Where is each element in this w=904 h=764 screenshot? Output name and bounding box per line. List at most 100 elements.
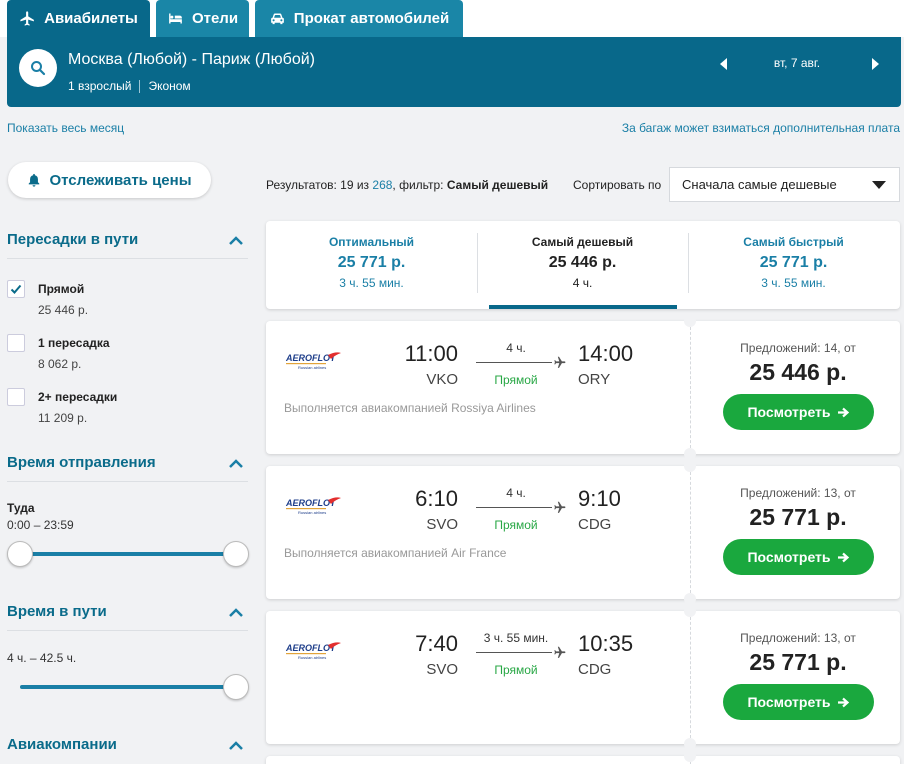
divider	[477, 233, 478, 293]
previous-date-icon[interactable]	[718, 57, 730, 71]
svg-text:Russian airlines: Russian airlines	[298, 655, 326, 660]
plane-icon	[20, 11, 34, 26]
stops-option-price: 25 446 р.	[38, 303, 89, 317]
sort-tab-name: Самый быстрый	[743, 235, 844, 249]
departure-time: 7:40	[415, 631, 458, 656]
tab-flights[interactable]: Авиабилеты	[7, 0, 150, 37]
arrow-right-icon	[837, 552, 849, 562]
car-icon	[270, 13, 284, 25]
divider	[690, 327, 691, 448]
view-deal-button[interactable]: Посмотреть	[723, 394, 874, 430]
chevron-up-icon[interactable]	[228, 459, 244, 469]
departure-time-title[interactable]: Время отправления	[7, 454, 156, 471]
departure-range-text: 0:00 – 23:59	[7, 518, 74, 532]
view-deal-label: Посмотреть	[747, 694, 831, 710]
flight-result-card[interactable]: AEROFLOT Russian airlines 7:40 SVO 3 ч. 5…	[266, 605, 900, 750]
product-tabs: Авиабилеты Отели Прокат автомобилей	[0, 0, 904, 37]
divider	[7, 258, 248, 259]
baggage-fee-link[interactable]: За багаж может взиматься дополнительная …	[621, 121, 900, 135]
card-notch	[684, 593, 696, 605]
view-deal-button[interactable]: Посмотреть	[723, 539, 874, 575]
tab-hotels-label: Отели	[191, 10, 239, 27]
card-notch	[684, 448, 696, 460]
sort-tabs: Оптимальный 25 771 р. 3 ч. 55 мин. Самый…	[266, 221, 900, 309]
sort-tab-duration: 3 ч. 55 мин.	[761, 276, 826, 290]
stops-option-label[interactable]: Прямой	[38, 282, 85, 296]
direction-label: Туда	[7, 501, 35, 515]
card-notch	[684, 750, 696, 762]
svg-text:Russian airlines: Russian airlines	[298, 365, 326, 370]
divider	[7, 630, 248, 631]
track-prices-button[interactable]: Отслеживать цены	[8, 162, 211, 198]
view-deal-button[interactable]: Посмотреть	[723, 684, 874, 720]
checkmark-icon	[10, 284, 22, 294]
sort-tab-price: 25 771 р.	[337, 254, 406, 271]
stops-option-label[interactable]: 2+ пересадки	[38, 390, 118, 404]
arrival-airport: CDG	[578, 516, 612, 533]
results-count: Результатов: 19 из 268, фильтр: Самый де…	[266, 178, 548, 192]
sort-tab-duration: 3 ч. 55 мин.	[339, 276, 404, 290]
sort-tab-fastest[interactable]: Самый быстрый 25 771 р. 3 ч. 55 мин.	[688, 221, 899, 309]
operator-text: Выполняется авиакомпанией Rossiya Airlin…	[284, 401, 536, 415]
stops-direct-checkbox[interactable]	[7, 280, 25, 298]
stops-filter-title[interactable]: Пересадки в пути	[7, 231, 139, 248]
aeroflot-logo: AEROFLOT Russian airlines	[285, 642, 341, 660]
next-date-icon[interactable]	[869, 57, 881, 71]
departure-slider-min-handle[interactable]	[7, 541, 33, 567]
departure-date[interactable]: вт, 7 авг.	[773, 56, 821, 70]
departure-airport: SVO	[426, 661, 458, 678]
flight-result-card[interactable]	[266, 750, 900, 764]
plane-icon	[554, 356, 566, 368]
tab-hotels[interactable]: Отели	[156, 0, 249, 37]
flight-result-card[interactable]: AEROFLOT Russian airlines 6:10 SVO 4 ч. П…	[266, 460, 900, 605]
airlines-title[interactable]: Авиакомпании	[7, 736, 117, 753]
sort-tab-name: Самый дешевый	[531, 235, 634, 249]
aeroflot-logo: AEROFLOT Russian airlines	[285, 497, 341, 515]
sort-tab-cheapest[interactable]: Самый дешевый 25 446 р. 4 ч.	[477, 221, 688, 309]
search-icon	[31, 61, 46, 76]
search-button[interactable]	[19, 49, 57, 87]
results-total-link[interactable]: 268	[372, 178, 393, 192]
sort-dropdown[interactable]: Сначала самые дешевые	[669, 167, 900, 202]
sort-label: Сортировать по	[573, 178, 662, 192]
sort-tab-optimal[interactable]: Оптимальный 25 771 р. 3 ч. 55 мин.	[266, 221, 477, 309]
show-month-link[interactable]: Показать весь месяц	[7, 121, 125, 135]
duration-title[interactable]: Время в пути	[7, 603, 107, 620]
search-summary-bar[interactable]: Москва (Любой) - Париж (Любой) 1 взрослы…	[7, 37, 901, 107]
sort-dropdown-value: Сначала самые дешевые	[682, 177, 837, 192]
offers-count: Предложений: 14, от	[740, 341, 856, 355]
stops-two-plus-checkbox[interactable]	[7, 388, 25, 406]
tab-car-rental[interactable]: Прокат автомобилей	[255, 0, 463, 37]
bell-icon	[29, 173, 40, 187]
chevron-up-icon[interactable]	[228, 236, 244, 246]
offers-count: Предложений: 13, от	[740, 631, 856, 645]
chevron-up-icon[interactable]	[228, 741, 244, 751]
route-line	[476, 507, 552, 508]
flight-result-card[interactable]: AEROFLOT Russian airlines 11:00 VKO 4 ч. …	[266, 315, 900, 460]
active-tab-indicator	[489, 305, 677, 309]
svg-text:AEROFLOT: AEROFLOT	[285, 498, 337, 508]
departure-slider-track[interactable]	[20, 552, 236, 556]
flight-price: 25 771 р.	[749, 649, 847, 675]
results-prefix: Результатов: 19 из	[266, 178, 373, 192]
route-text: Москва (Любой) - Париж (Любой)	[68, 51, 315, 68]
plane-icon	[554, 646, 566, 658]
arrival-airport: CDG	[578, 661, 612, 678]
sort-tab-price: 25 771 р.	[759, 254, 828, 271]
duration-slider-handle[interactable]	[223, 674, 249, 700]
departure-time: 11:00	[404, 341, 458, 366]
chevron-up-icon[interactable]	[228, 608, 244, 618]
stops-option-price: 11 209 р.	[38, 411, 88, 425]
duration-slider-track[interactable]	[20, 685, 236, 689]
cabin-class-text: Эконом	[148, 79, 191, 93]
tab-car-rental-label: Прокат автомобилей	[293, 10, 450, 27]
stops-one-checkbox[interactable]	[7, 334, 25, 352]
arrow-right-icon	[837, 407, 849, 417]
track-prices-label: Отслеживать цены	[49, 171, 192, 189]
card-notch	[684, 460, 696, 472]
flight-duration: 4 ч.	[506, 341, 526, 355]
flight-duration: 3 ч. 55 мин.	[483, 631, 549, 645]
departure-slider-max-handle[interactable]	[223, 541, 249, 567]
offers-count: Предложений: 13, от	[740, 486, 856, 500]
stops-option-label[interactable]: 1 пересадка	[38, 336, 110, 350]
